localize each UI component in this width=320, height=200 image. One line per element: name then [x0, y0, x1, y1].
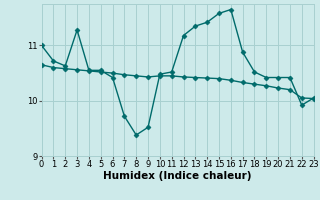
X-axis label: Humidex (Indice chaleur): Humidex (Indice chaleur): [103, 171, 252, 181]
